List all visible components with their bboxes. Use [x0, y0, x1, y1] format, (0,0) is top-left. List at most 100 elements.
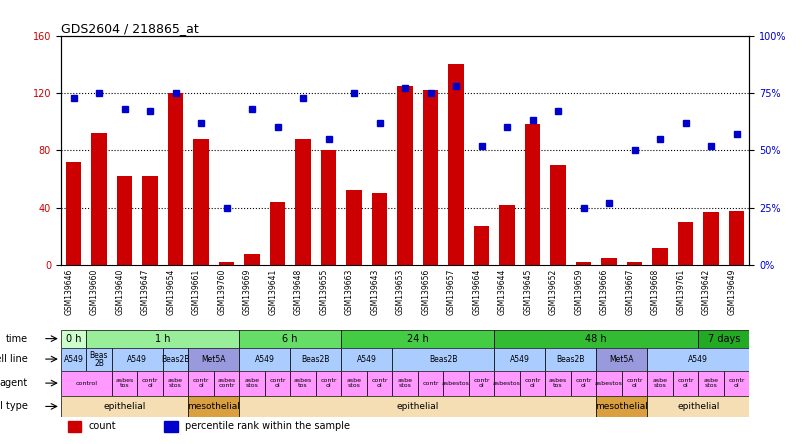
- Text: contr
ol: contr ol: [677, 378, 693, 388]
- Bar: [296, 139, 311, 265]
- Text: contr
ol: contr ol: [320, 378, 337, 388]
- Bar: [341, 348, 392, 371]
- Bar: [652, 248, 667, 265]
- Text: 0 h: 0 h: [66, 333, 81, 344]
- Text: time: time: [6, 333, 28, 344]
- Bar: [61, 348, 86, 371]
- Text: GSM139664: GSM139664: [472, 268, 481, 315]
- Text: GSM139640: GSM139640: [116, 268, 125, 315]
- Text: asbes
tos: asbes tos: [115, 378, 134, 388]
- Text: GSM139760: GSM139760: [218, 268, 227, 315]
- Bar: [449, 64, 463, 265]
- Text: GSM139643: GSM139643: [370, 268, 380, 315]
- Bar: [188, 348, 239, 371]
- Text: GDS2604 / 218865_at: GDS2604 / 218865_at: [61, 23, 198, 36]
- Bar: [443, 371, 469, 396]
- Bar: [392, 348, 494, 371]
- Bar: [321, 151, 336, 265]
- Bar: [239, 371, 265, 396]
- Text: Met5A: Met5A: [202, 355, 226, 364]
- Text: agent: agent: [0, 378, 28, 388]
- Text: percentile rank within the sample: percentile rank within the sample: [185, 421, 350, 431]
- Text: mesothelial: mesothelial: [187, 402, 241, 411]
- Bar: [239, 396, 596, 417]
- Bar: [214, 371, 239, 396]
- Bar: [545, 348, 596, 371]
- Bar: [596, 348, 647, 371]
- Text: GSM139642: GSM139642: [702, 268, 711, 314]
- Bar: [143, 176, 158, 265]
- Text: contr
ol: contr ol: [193, 378, 209, 388]
- Bar: [647, 396, 749, 417]
- Bar: [622, 371, 647, 396]
- Bar: [601, 258, 616, 265]
- Bar: [290, 348, 341, 371]
- Bar: [627, 262, 642, 265]
- Text: contr
ol: contr ol: [524, 378, 541, 388]
- Text: asbes
contr: asbes contr: [217, 378, 236, 388]
- Bar: [647, 348, 749, 371]
- Text: Beas2B: Beas2B: [556, 355, 585, 364]
- Text: control: control: [75, 381, 97, 385]
- Text: 6 h: 6 h: [283, 333, 298, 344]
- Text: A549: A549: [63, 355, 83, 364]
- Text: GSM139657: GSM139657: [447, 268, 456, 315]
- Text: GSM139648: GSM139648: [294, 268, 303, 314]
- Bar: [137, 371, 163, 396]
- Text: Beas
2B: Beas 2B: [90, 351, 109, 368]
- Bar: [678, 222, 693, 265]
- Bar: [724, 371, 749, 396]
- Text: epithelial: epithelial: [104, 402, 146, 411]
- Text: contr
ol: contr ol: [371, 378, 388, 388]
- Bar: [61, 396, 188, 417]
- Text: GSM139667: GSM139667: [625, 268, 634, 315]
- Bar: [596, 396, 647, 417]
- Text: GSM139644: GSM139644: [498, 268, 507, 315]
- Text: 1 h: 1 h: [155, 333, 170, 344]
- Bar: [163, 371, 188, 396]
- Text: contr
ol: contr ol: [269, 378, 286, 388]
- Text: GSM139647: GSM139647: [141, 268, 150, 315]
- Text: GSM139649: GSM139649: [727, 268, 736, 315]
- Text: Beas2B: Beas2B: [301, 355, 330, 364]
- Bar: [347, 190, 361, 265]
- Bar: [469, 371, 494, 396]
- Bar: [423, 90, 438, 265]
- Bar: [194, 139, 209, 265]
- Bar: [392, 371, 418, 396]
- Text: asbe
stos: asbe stos: [168, 378, 183, 388]
- Bar: [520, 371, 545, 396]
- Text: GSM139645: GSM139645: [523, 268, 532, 315]
- Text: Beas2B: Beas2B: [429, 355, 458, 364]
- Bar: [219, 262, 234, 265]
- Bar: [571, 371, 596, 396]
- Text: A549: A549: [357, 355, 377, 364]
- Text: GSM139653: GSM139653: [396, 268, 405, 315]
- Text: Met5A: Met5A: [609, 355, 634, 364]
- Text: GSM139761: GSM139761: [676, 268, 685, 314]
- Bar: [164, 421, 178, 432]
- Bar: [494, 348, 545, 371]
- Text: cell line: cell line: [0, 354, 28, 364]
- Text: GSM139652: GSM139652: [549, 268, 558, 314]
- Bar: [673, 371, 698, 396]
- Bar: [494, 371, 520, 396]
- Bar: [525, 124, 540, 265]
- Bar: [168, 93, 183, 265]
- Text: GSM139646: GSM139646: [65, 268, 74, 315]
- Text: GSM139663: GSM139663: [345, 268, 354, 315]
- Text: GSM139661: GSM139661: [192, 268, 201, 314]
- Text: asbestos: asbestos: [442, 381, 470, 385]
- Bar: [341, 329, 494, 348]
- Text: contr: contr: [422, 381, 439, 385]
- Text: 24 h: 24 h: [407, 333, 428, 344]
- Bar: [499, 205, 514, 265]
- Text: GSM139669: GSM139669: [243, 268, 252, 315]
- Bar: [112, 348, 163, 371]
- Text: 48 h: 48 h: [586, 333, 607, 344]
- Text: mesothelial: mesothelial: [595, 402, 648, 411]
- Bar: [239, 348, 290, 371]
- Text: asbestos: asbestos: [595, 381, 623, 385]
- Text: count: count: [88, 421, 116, 431]
- Text: contr
ol: contr ol: [728, 378, 744, 388]
